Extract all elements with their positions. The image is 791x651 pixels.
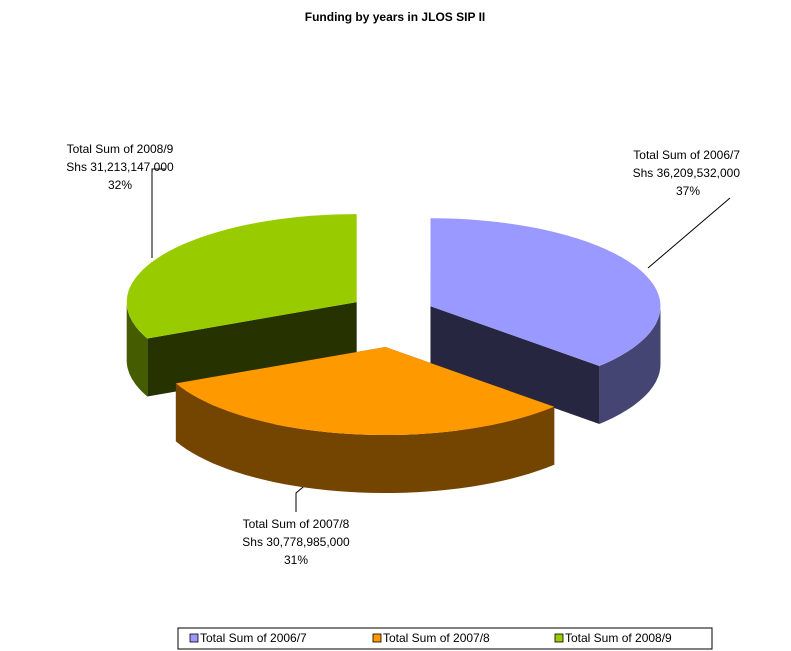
data-label: Total Sum of 2007/8 xyxy=(243,517,350,531)
legend-label: Total Sum of 2007/8 xyxy=(383,631,490,645)
slice-face xyxy=(147,302,357,397)
legend-swatch xyxy=(189,633,199,643)
slice-side xyxy=(599,306,661,424)
data-label: Shs 36,209,532,000 xyxy=(633,166,741,180)
data-label: Shs 31,213,147,000 xyxy=(66,160,174,174)
chart-title: Funding by years in JLOS SIP II xyxy=(305,10,486,24)
data-label: 37% xyxy=(676,184,700,198)
legend-swatch xyxy=(554,633,564,643)
data-label: Total Sum of 2006/7 xyxy=(633,148,740,162)
legend-swatch xyxy=(372,633,382,643)
data-label: 32% xyxy=(108,178,132,192)
slice-side xyxy=(175,383,555,493)
data-label: 31% xyxy=(284,553,308,567)
slice-side xyxy=(126,302,148,397)
data-label: Total Sum of 2008/9 xyxy=(67,142,174,156)
slice xyxy=(126,214,357,339)
leader-line xyxy=(151,168,165,258)
slice xyxy=(430,218,661,366)
legend-label: Total Sum of 2006/7 xyxy=(200,631,307,645)
leader-line xyxy=(647,197,731,269)
slice-face xyxy=(430,306,600,424)
data-label: Shs 30,778,985,000 xyxy=(242,535,350,549)
slice xyxy=(175,347,555,435)
legend-box xyxy=(177,627,713,650)
legend-label: Total Sum of 2008/9 xyxy=(565,631,672,645)
